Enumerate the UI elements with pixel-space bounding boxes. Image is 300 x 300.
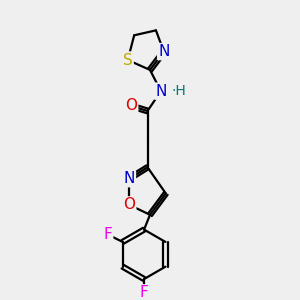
Text: F: F <box>140 285 148 300</box>
Text: N: N <box>158 44 169 59</box>
Text: N: N <box>155 84 166 99</box>
Text: F: F <box>103 227 112 242</box>
Text: ·H: ·H <box>172 84 187 98</box>
Text: O: O <box>125 98 137 113</box>
Text: O: O <box>123 197 135 212</box>
Text: N: N <box>124 171 135 186</box>
Text: S: S <box>123 52 133 68</box>
